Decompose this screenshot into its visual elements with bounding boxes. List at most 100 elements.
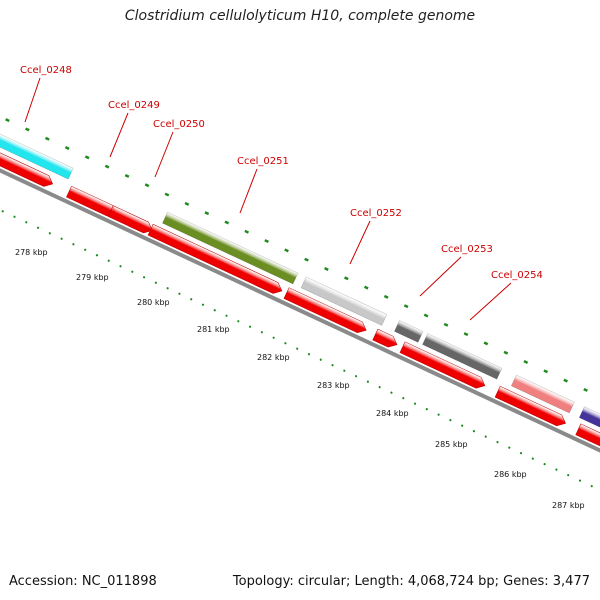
scale-label: 279 kbp	[76, 273, 109, 282]
strand-tick	[563, 378, 568, 383]
scale-dot	[343, 369, 346, 372]
strand-tick	[244, 229, 250, 234]
scale-dot	[519, 452, 523, 455]
accession-text: Accession: NC_011898	[9, 574, 157, 589]
scale-dot	[178, 292, 181, 295]
cds-arrow	[575, 423, 600, 458]
strand-tick	[224, 220, 230, 225]
scale-dot	[1, 210, 4, 213]
scale-dot	[543, 463, 546, 466]
genome-summary-text: Topology: circular; Length: 4,068,724 bp…	[232, 574, 590, 589]
scale-dot	[107, 259, 110, 262]
scale-dot	[60, 237, 63, 240]
feature-bar	[510, 374, 575, 414]
feature-bar	[394, 320, 424, 343]
scale-dot	[119, 265, 122, 268]
scale-dot	[378, 386, 381, 389]
scale-dot	[237, 320, 240, 323]
scale-dot	[461, 424, 464, 427]
strand-tick	[443, 322, 449, 327]
scale-dot	[355, 375, 358, 378]
scale-dot	[272, 336, 275, 339]
scale-dot	[36, 226, 40, 229]
strand-tick	[403, 304, 409, 309]
feature-bar	[578, 406, 600, 446]
strand-tick	[104, 164, 110, 169]
scale-label: 287 kbp	[552, 501, 585, 510]
scale-label: 281 kbp	[197, 325, 230, 334]
scale-dot	[260, 331, 263, 334]
scale-dot	[472, 430, 476, 433]
strand-tick	[483, 341, 489, 346]
scale-dot	[48, 232, 51, 235]
genome-backbone	[0, 157, 600, 458]
strand-tick	[503, 350, 509, 355]
scale-dot	[449, 419, 452, 422]
scale-label: 285 kbp	[435, 440, 468, 449]
scale-dot	[437, 413, 440, 416]
scale-dot	[402, 397, 405, 400]
feature-bar	[300, 276, 388, 326]
strand-tick	[264, 239, 269, 244]
gene-label-Ccel_0253: Ccel_0253	[441, 244, 493, 255]
cds-arrow	[372, 328, 398, 348]
scale-dot	[284, 342, 287, 345]
leader-line	[419, 256, 462, 297]
scale-dot	[590, 485, 593, 488]
scale-label: 280 kbp	[137, 298, 170, 307]
scale-dot	[201, 303, 205, 306]
scale-dot	[13, 215, 16, 218]
scale-dot	[331, 364, 334, 367]
scale-dot	[190, 298, 193, 301]
feature-bar	[162, 211, 299, 285]
scale-dot	[249, 325, 252, 328]
strand-tick	[583, 387, 588, 392]
scale-dot	[366, 380, 370, 383]
scale-dot	[531, 457, 534, 460]
leader-line	[349, 220, 371, 265]
gene-label-Ccel_0252: Ccel_0252	[350, 208, 402, 219]
scale-dot	[319, 358, 322, 361]
scale-dot	[425, 408, 428, 411]
cds-arrow	[147, 223, 283, 294]
scale-dot	[131, 270, 134, 273]
gene-label-Ccel_0249: Ccel_0249	[108, 100, 160, 111]
gene-label-Ccel_0250: Ccel_0250	[153, 119, 205, 130]
scale-label: 282 kbp	[257, 353, 290, 362]
cds-arrow	[0, 144, 54, 187]
strand-tick	[324, 267, 329, 271]
scale-dot	[413, 402, 417, 405]
cds-arrow	[283, 287, 367, 334]
cds-arrow	[107, 205, 153, 234]
strand-tick	[204, 211, 210, 216]
cds-arrow	[494, 385, 566, 427]
feature-bar	[0, 124, 74, 180]
scale-dot	[142, 276, 146, 279]
strand-tick	[124, 173, 130, 178]
leader-line	[109, 112, 129, 158]
scale-dot	[72, 243, 75, 246]
scale-label: 283 kbp	[317, 381, 350, 390]
strand-tick	[184, 201, 190, 206]
scale-dot	[213, 309, 216, 312]
scale-dot	[508, 446, 511, 449]
strand-tick	[523, 360, 529, 364]
strand-tick	[44, 136, 50, 141]
leader-line	[469, 282, 512, 321]
scale-label: 278 kbp	[15, 248, 48, 257]
strand-tick	[423, 313, 429, 318]
strand-tick	[383, 294, 389, 299]
strand-tick	[25, 127, 30, 132]
scale-dot	[307, 353, 311, 356]
scale-dot	[225, 314, 228, 317]
gene-label-Ccel_0248: Ccel_0248	[20, 65, 72, 76]
leader-line	[154, 131, 174, 178]
strand-tick	[543, 369, 549, 374]
strand-tick	[84, 155, 90, 160]
scale-dot	[296, 347, 299, 350]
leader-line	[239, 168, 258, 214]
scale-dot	[484, 435, 487, 438]
scale-dot	[166, 287, 169, 290]
scale-dot	[567, 474, 570, 477]
